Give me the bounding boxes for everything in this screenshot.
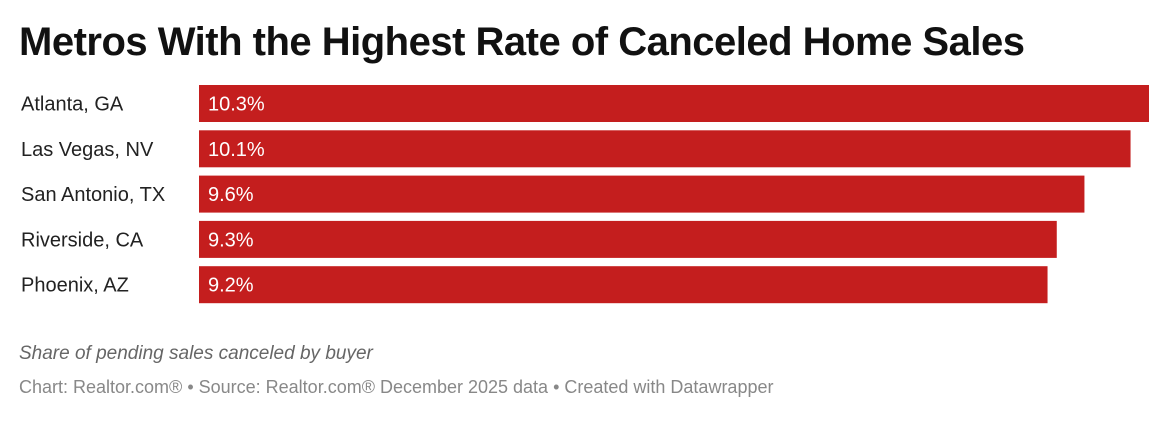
category-label: Riverside, CA	[21, 229, 144, 251]
value-label: 10.1%	[208, 139, 265, 161]
value-label: 10.3%	[208, 94, 265, 116]
bar	[199, 266, 1048, 304]
bar	[199, 85, 1149, 122]
value-label: 9.6%	[208, 184, 254, 206]
bar	[199, 220, 1057, 258]
chart-title: Metros With the Highest Rate of Canceled…	[19, 20, 1025, 64]
category-label: Atlanta, GA	[21, 94, 124, 116]
category-label: Phoenix, AZ	[21, 275, 129, 297]
value-label: 9.2%	[208, 275, 254, 297]
bar	[199, 130, 1131, 168]
bar	[199, 175, 1085, 213]
value-label: 9.3%	[208, 229, 254, 251]
bar-chart: Atlanta, GA 10.3% Las Vegas, NV 10.1% San An…	[21, 85, 1149, 304]
chart-note: Share of pending sales canceled by buyer	[19, 343, 373, 364]
chart-source: Chart: Realtor.com® • Source: Realtor.co…	[19, 377, 774, 397]
category-label: Las Vegas, NV	[21, 139, 154, 161]
category-label: San Antonio, TX	[21, 184, 165, 206]
